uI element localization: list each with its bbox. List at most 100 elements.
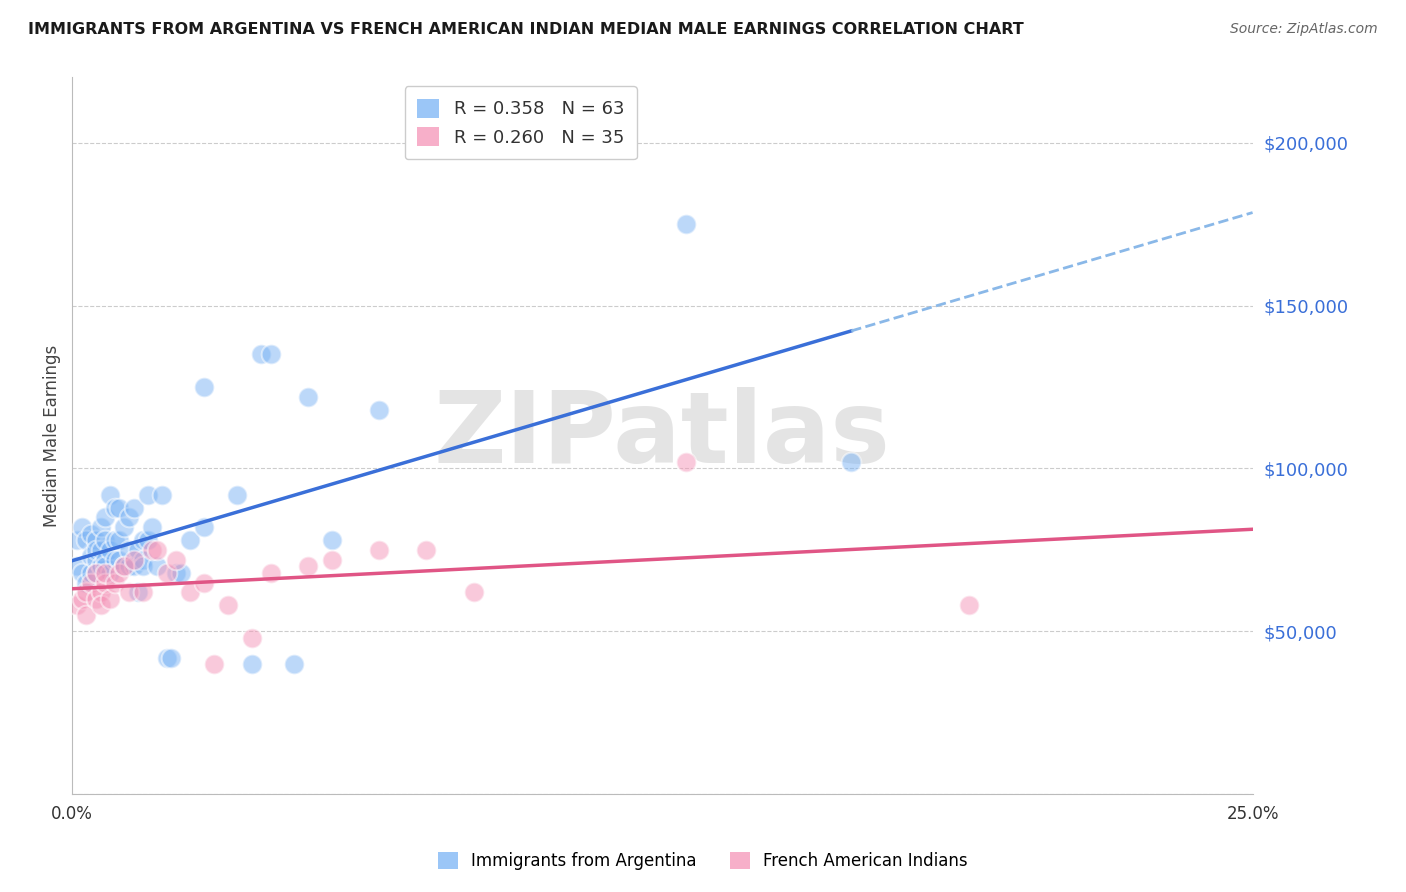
Point [66,533,89,548]
Point [675,455,697,469]
Point [122,553,145,567]
Point [104,553,127,567]
Point [84,566,107,580]
Point [132,585,155,599]
Point [240,631,263,645]
Point [118,559,141,574]
Point [75,575,97,590]
Point [108,500,131,515]
Point [104,575,127,590]
Point [98,543,121,558]
Point [70,520,93,534]
Text: ZIPatlas: ZIPatlas [434,387,891,484]
Point [90,585,112,599]
Point [193,520,215,534]
Point [226,487,249,501]
Point [179,533,201,548]
Point [156,566,179,580]
Text: Source: ZipAtlas.com: Source: ZipAtlas.com [1230,22,1378,37]
Legend: R = 0.358   N = 63, R = 0.260   N = 35: R = 0.358 N = 63, R = 0.260 N = 35 [405,87,637,160]
Point [179,585,201,599]
Point [368,543,391,558]
Point [104,533,127,548]
Point [108,533,131,548]
Point [90,559,112,574]
Point [84,591,107,606]
Point [84,533,107,548]
Point [75,533,97,548]
Point [957,599,980,613]
Point [94,559,117,574]
Point [118,510,141,524]
Point [297,390,319,404]
Point [150,487,173,501]
Point [80,526,103,541]
Point [98,566,121,580]
Point [94,575,117,590]
Point [84,566,107,580]
Point [132,559,155,574]
Point [122,500,145,515]
Point [127,585,149,599]
Point [165,566,187,580]
Point [118,585,141,599]
Point [84,553,107,567]
Point [94,553,117,567]
Point [94,566,117,580]
Text: IMMIGRANTS FROM ARGENTINA VS FRENCH AMERICAN INDIAN MEDIAN MALE EARNINGS CORRELA: IMMIGRANTS FROM ARGENTINA VS FRENCH AMER… [28,22,1024,37]
Point [66,559,89,574]
Point [675,217,697,231]
Y-axis label: Median Male Earnings: Median Male Earnings [44,345,60,527]
Point [90,543,112,558]
Point [90,520,112,534]
Point [112,559,135,574]
Point [90,599,112,613]
Point [70,591,93,606]
Point [217,599,239,613]
Point [160,650,183,665]
Point [146,543,169,558]
Point [75,608,97,623]
Point [98,487,121,501]
Point [321,553,343,567]
Point [108,553,131,567]
Point [321,533,343,548]
Point [136,533,159,548]
Point [112,559,135,574]
Point [170,566,193,580]
Point [368,402,391,417]
Point [202,657,225,671]
Point [141,543,163,558]
Point [108,566,131,580]
Point [94,533,117,548]
Point [80,566,103,580]
Point [463,585,485,599]
Point [156,650,179,665]
Point [136,487,159,501]
Legend: Immigrants from Argentina, French American Indians: Immigrants from Argentina, French Americ… [432,845,974,877]
Point [297,559,319,574]
Point [132,553,155,567]
Point [94,510,117,524]
Point [127,543,149,558]
Point [80,549,103,564]
Point [165,553,187,567]
Point [146,559,169,574]
Point [98,591,121,606]
Point [240,657,263,671]
Point [415,543,437,558]
Point [66,599,89,613]
Point [122,559,145,574]
Point [839,455,862,469]
Point [75,585,97,599]
Point [112,520,135,534]
Point [132,533,155,548]
Point [259,566,281,580]
Point [80,575,103,590]
Point [250,347,273,361]
Point [283,657,305,671]
Point [84,543,107,558]
Point [193,575,215,590]
Point [259,347,281,361]
Point [141,520,163,534]
